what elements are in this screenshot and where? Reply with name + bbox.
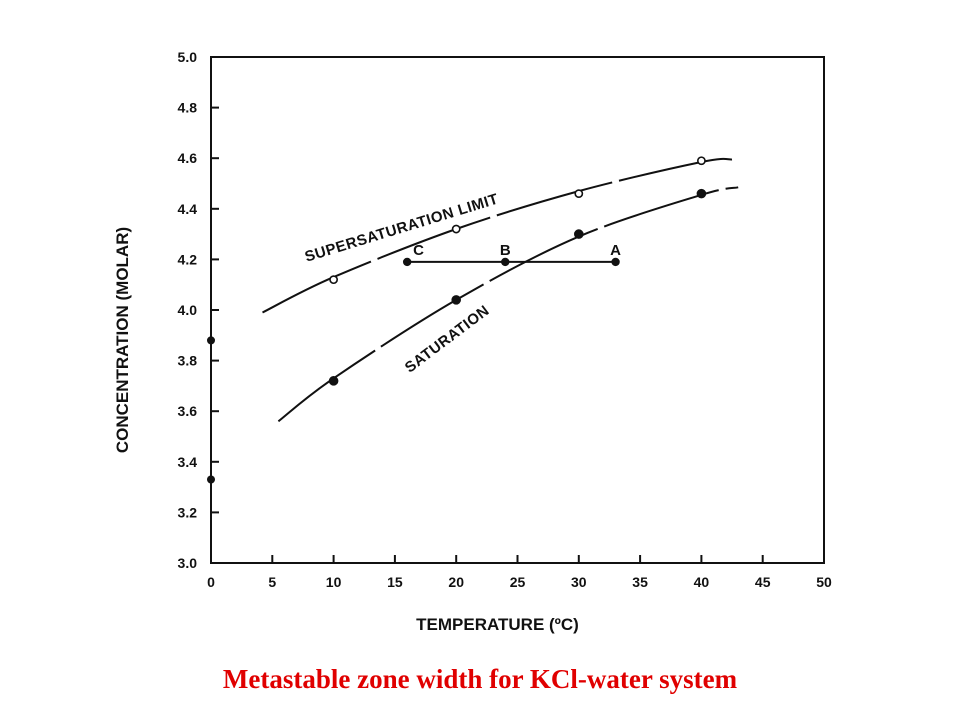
saturation-label: SATURATION: [402, 302, 493, 376]
supersaturation-point: [329, 275, 338, 285]
saturation-point: [451, 295, 462, 305]
y-tick-label: 3.0: [178, 555, 198, 571]
y-tick-label: 3.8: [178, 353, 198, 369]
x-tick-label: 0: [207, 574, 215, 590]
label-b: B: [500, 242, 511, 259]
y-tick-label: 4.2: [178, 251, 198, 267]
y-tick-label: 4.0: [178, 302, 198, 318]
x-tick-label: 45: [755, 574, 771, 590]
supersaturation-point: [574, 189, 584, 199]
saturation-point: [696, 188, 707, 199]
axes: [210, 56, 825, 564]
x-tick-label: 10: [326, 574, 342, 590]
saturation-curve: [277, 186, 739, 423]
point-b: [501, 257, 510, 267]
supersaturation-curve: [262, 157, 733, 314]
x-tick-label: 30: [571, 574, 587, 590]
chart-caption: Metastable zone width for KCl-water syst…: [222, 664, 738, 694]
y-ticks: 3.0 3.2 3.4 3.6 3.8 4.0 4.2 4.4 4.6 4.8 5.0: [178, 49, 219, 571]
axis-point: [207, 336, 215, 345]
x-tick-label: 50: [816, 574, 832, 590]
x-tick-label: 20: [448, 574, 464, 590]
x-tick-label: 40: [694, 574, 710, 590]
x-tick-label: 15: [387, 574, 403, 590]
x-tick-label: 25: [510, 574, 526, 590]
supersaturation-label: SUPERSATURATION LIMIT: [303, 191, 501, 266]
y-tick-label: 4.6: [178, 150, 198, 166]
y-tick-label: 4.8: [178, 100, 198, 116]
supersaturation-point: [697, 156, 706, 166]
point-a: [611, 257, 620, 267]
label-c: C: [413, 242, 424, 259]
y-axis-title: CONCENTRATION (MOLAR): [113, 227, 132, 453]
x-tick-label: 35: [632, 574, 648, 590]
x-axis-title: TEMPERATURE (ºC): [416, 615, 579, 634]
markers: [207, 156, 707, 484]
y-tick-label: 4.4: [178, 201, 198, 217]
label-a: A: [610, 242, 621, 259]
x-tick-label: 5: [268, 574, 276, 590]
x-ticks: 0 5 10 15 20 25 30 35 40 45 50: [207, 555, 832, 590]
point-c: [402, 257, 412, 267]
y-tick-label: 3.4: [178, 454, 198, 470]
saturation-point: [328, 376, 339, 386]
y-tick-label: 3.6: [178, 403, 198, 419]
saturation-point: [573, 229, 584, 239]
supersaturation-point: [451, 224, 461, 234]
y-tick-label: 3.2: [178, 504, 198, 520]
axis-point: [207, 475, 215, 484]
y-tick-label: 5.0: [178, 49, 198, 65]
plot-frame: [210, 56, 825, 564]
